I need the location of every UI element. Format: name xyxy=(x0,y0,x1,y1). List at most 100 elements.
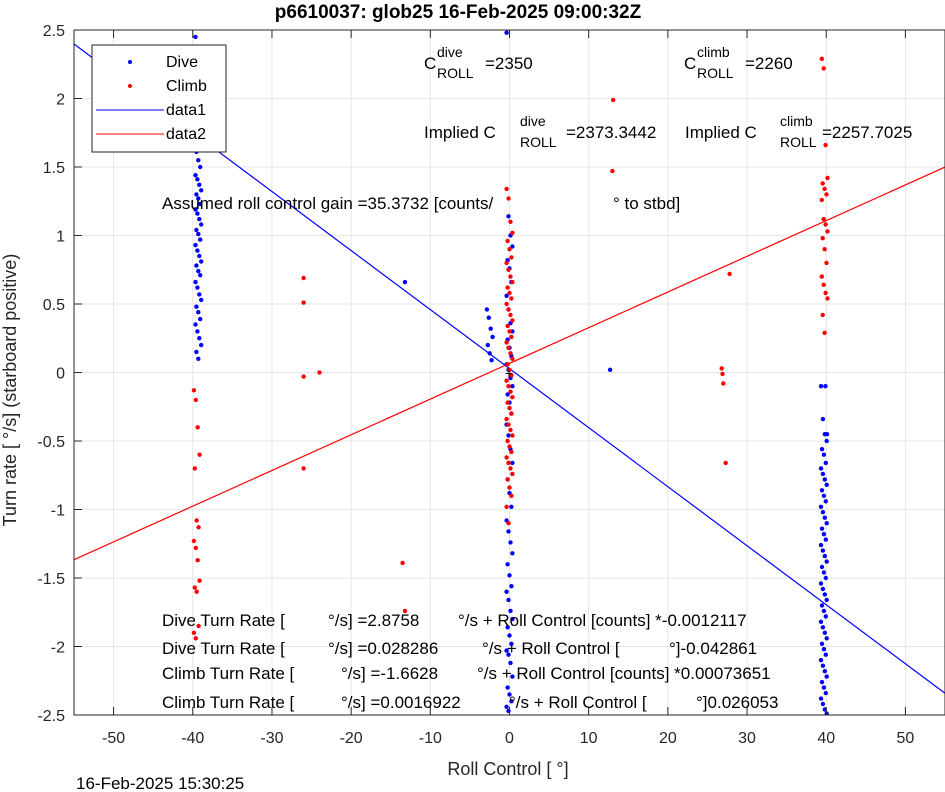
point-climb xyxy=(821,216,826,222)
point-dive xyxy=(822,592,827,597)
point-dive xyxy=(822,630,827,635)
point-dive xyxy=(196,356,201,361)
point-dive xyxy=(510,384,515,389)
point-dive xyxy=(820,701,826,707)
point-climb xyxy=(505,323,510,329)
point-dive xyxy=(504,30,509,35)
point-dive xyxy=(824,597,829,603)
point-dive xyxy=(485,342,490,348)
y-tick-label: 0.5 xyxy=(43,297,65,314)
point-dive xyxy=(508,540,513,545)
point-climb xyxy=(192,466,197,471)
point-dive xyxy=(509,699,514,704)
point-dive xyxy=(490,334,495,340)
point-dive xyxy=(484,307,490,312)
point-dive xyxy=(506,433,511,438)
point-climb xyxy=(508,389,513,394)
point-climb xyxy=(504,504,509,509)
point-dive xyxy=(197,253,202,259)
y-axis-label: Turn rate [ °/s] (starboard positive) xyxy=(0,254,20,527)
fit-equation-3: Climb Turn Rate [ °/s] =-1.6628 °/s + Ro… xyxy=(162,664,771,683)
point-dive xyxy=(823,614,828,619)
point-dive xyxy=(820,471,826,477)
fit3-b: °/s] =-1.6628 xyxy=(341,664,438,683)
point-climb xyxy=(195,558,200,563)
point-climb xyxy=(822,330,827,335)
point-dive xyxy=(819,564,825,570)
point-dive xyxy=(818,384,824,389)
point-climb xyxy=(611,97,616,103)
point-dive xyxy=(198,164,203,170)
point-climb xyxy=(194,589,199,594)
point-dive xyxy=(193,34,198,40)
fit4-b: °/s] =0.0016922 xyxy=(341,693,461,712)
point-dive xyxy=(821,685,827,690)
fit-equation-4: Climb Turn Rate [ °/s] =0.0016922 °/s + … xyxy=(162,693,778,712)
point-dive xyxy=(197,336,202,341)
point-climb xyxy=(723,460,728,466)
legend-climb-label: Climb xyxy=(166,78,207,95)
point-dive xyxy=(820,663,826,668)
point-climb xyxy=(195,425,200,430)
point-climb xyxy=(820,312,825,318)
legend-climb-marker xyxy=(128,84,132,88)
point-dive xyxy=(197,292,202,297)
legend-data1-label: data1 xyxy=(166,102,206,119)
point-climb xyxy=(510,356,515,361)
point-dive xyxy=(822,477,827,482)
point-climb xyxy=(823,290,828,296)
fit1-a: Dive Turn Rate [ xyxy=(162,611,285,630)
point-dive xyxy=(198,201,203,207)
point-dive xyxy=(194,192,199,197)
point-dive xyxy=(823,652,828,657)
point-climb xyxy=(825,175,830,181)
point-climb xyxy=(192,585,197,590)
x-tick-label: -20 xyxy=(340,730,363,747)
gain-text-a: Assumed roll control gain =35.3732 [coun… xyxy=(162,194,494,213)
point-dive xyxy=(508,608,513,614)
point-climb xyxy=(197,452,202,457)
implied-dive-value: =2373.3442 xyxy=(566,123,656,142)
point-dive xyxy=(824,432,830,437)
point-climb xyxy=(509,255,514,260)
point-climb xyxy=(507,367,512,372)
point-climb xyxy=(505,438,510,444)
point-dive xyxy=(510,244,515,249)
point-climb xyxy=(509,493,514,498)
point-climb xyxy=(507,329,512,334)
point-climb xyxy=(191,538,197,544)
point-dive xyxy=(487,351,492,356)
point-dive xyxy=(822,515,827,520)
x-tick-label: -10 xyxy=(419,730,442,747)
point-dive xyxy=(196,268,201,274)
point-dive xyxy=(504,704,509,709)
point-dive xyxy=(199,188,204,193)
fit1-b: °/s] =2.8758 xyxy=(328,611,419,630)
fit4-c: °/s + Roll Control [ xyxy=(509,693,647,712)
data-points xyxy=(191,30,830,715)
fit2-a: Dive Turn Rate [ xyxy=(162,639,285,658)
point-climb xyxy=(819,56,824,61)
point-dive xyxy=(820,625,826,630)
c-dive-annotation: C dive ROLL =2350 xyxy=(424,44,533,81)
point-climb xyxy=(196,525,201,530)
point-dive xyxy=(821,647,827,652)
point-climb xyxy=(510,318,515,323)
point-dive xyxy=(199,222,204,227)
point-dive xyxy=(823,499,828,504)
point-dive xyxy=(193,173,198,178)
point-climb xyxy=(505,285,510,290)
point-dive xyxy=(193,242,198,248)
point-dive xyxy=(506,529,511,534)
point-climb xyxy=(504,416,509,422)
x-tick-label: 40 xyxy=(817,730,835,747)
implied-climb-value: =2257.7025 xyxy=(822,123,912,142)
point-dive xyxy=(824,438,829,444)
point-dive xyxy=(822,553,827,559)
point-dive xyxy=(818,504,824,509)
point-climb xyxy=(823,142,828,148)
point-dive xyxy=(823,575,828,581)
implied-dive-sup: dive xyxy=(520,113,546,129)
point-dive xyxy=(507,692,512,697)
fit4-d: °]0.026053 xyxy=(696,693,778,712)
